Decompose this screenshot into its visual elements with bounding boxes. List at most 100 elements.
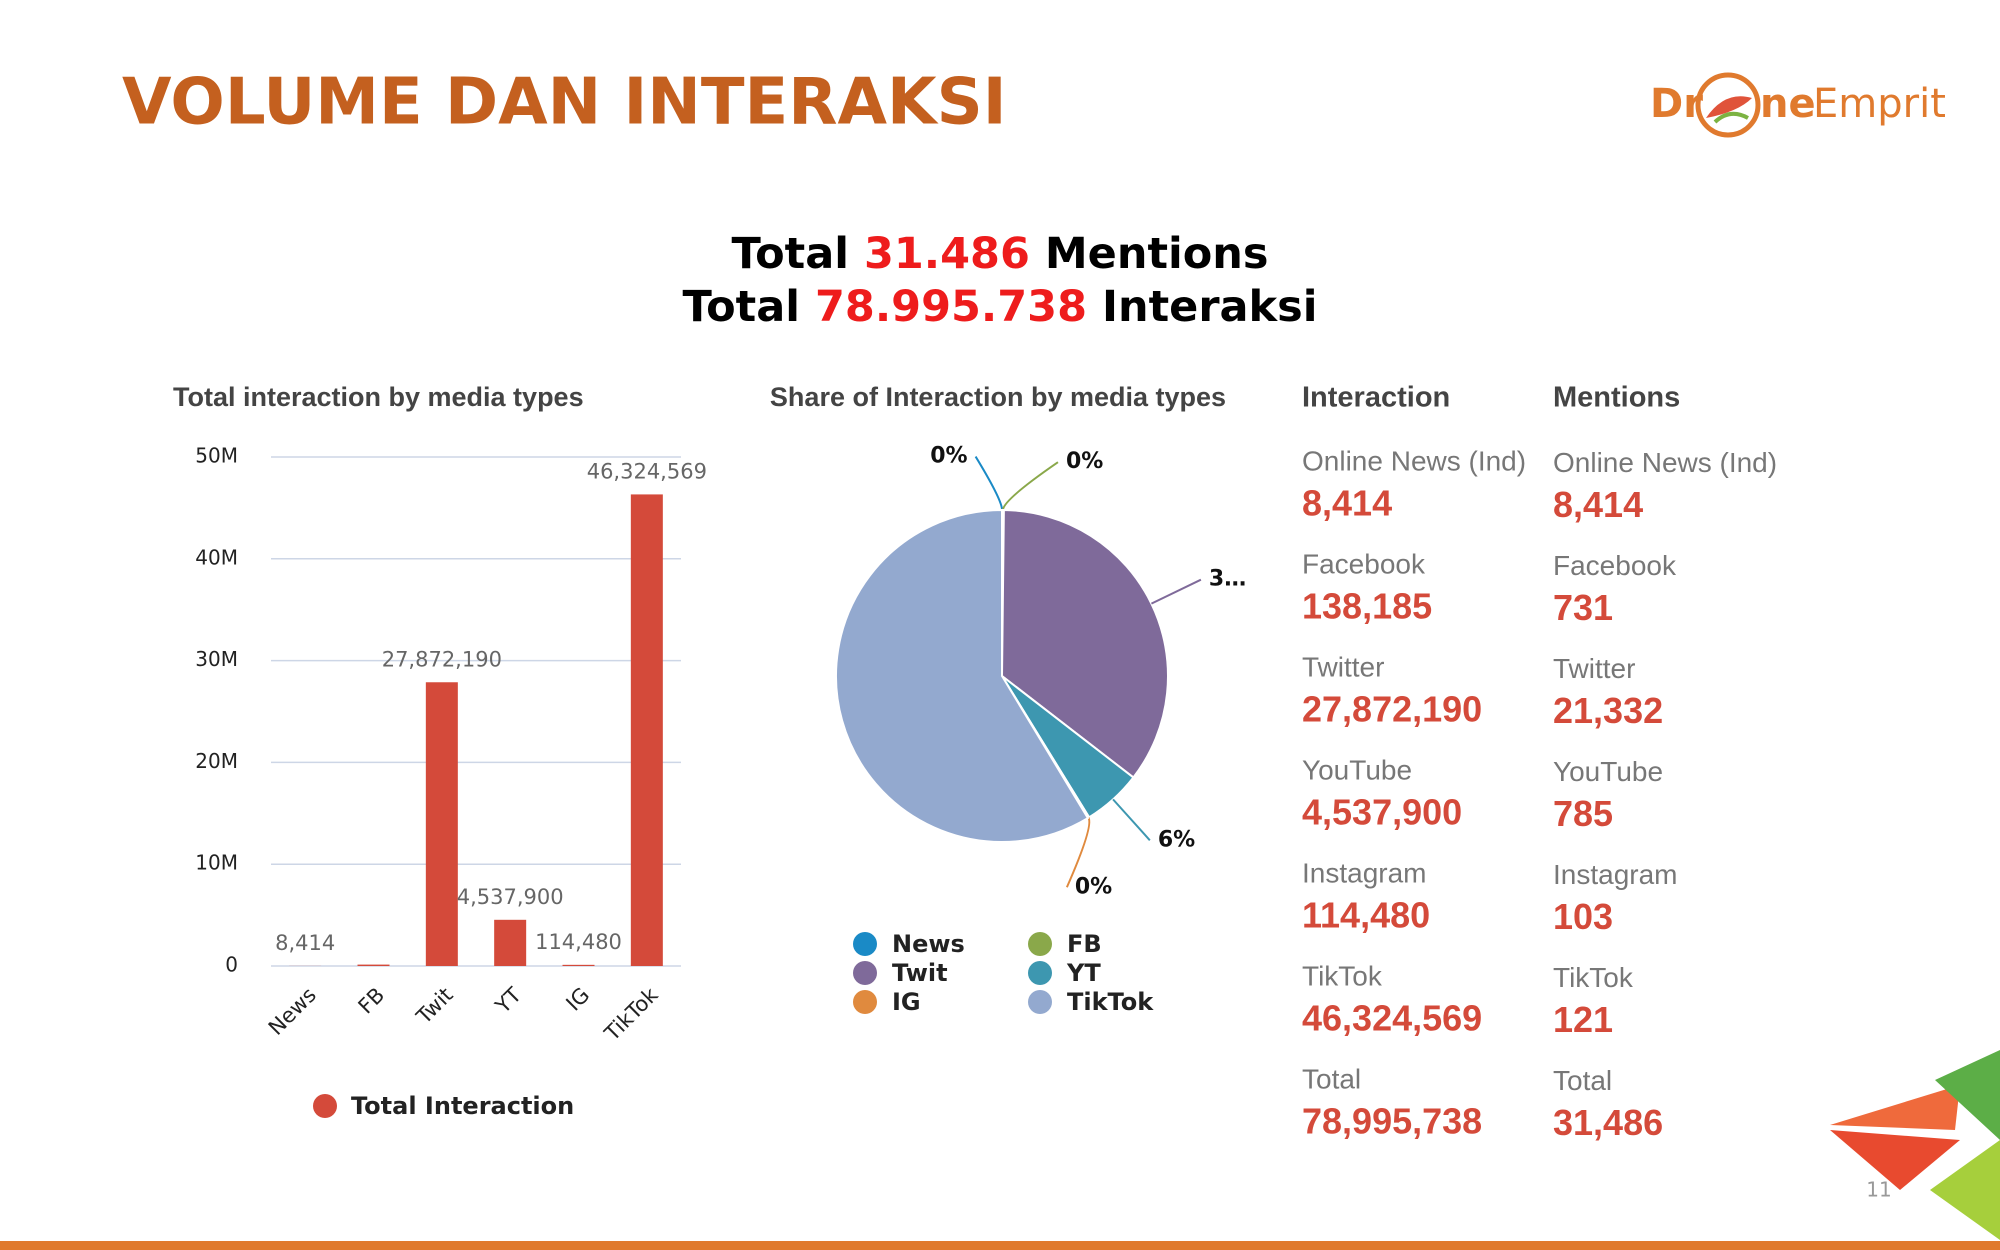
- headline-number: 31.486: [864, 229, 1030, 279]
- leader-line: [1001, 461, 1059, 511]
- leader-line: [1065, 817, 1091, 888]
- row-label: Twitter: [1302, 651, 1384, 682]
- row-value: 121: [1553, 999, 1613, 1040]
- slide-title: VOLUME DAN INTERAKSI: [122, 66, 1007, 140]
- row-value: 78,995,738: [1302, 1101, 1482, 1142]
- legend-label: News: [892, 930, 965, 958]
- table-header: Mentions: [1553, 382, 1680, 414]
- data-label: 6%: [1158, 827, 1195, 852]
- deco-leaf: [1930, 1140, 2000, 1240]
- legend-label: FB: [1067, 930, 1102, 958]
- row-label: Online News (Ind): [1302, 445, 1526, 476]
- row-value: 27,872,190: [1302, 689, 1482, 730]
- x-tick-label: Twit: [411, 983, 457, 1029]
- legend-marker: [853, 990, 877, 1014]
- page-number: 11: [1866, 1178, 1891, 1202]
- y-tick-label: 40M: [195, 545, 238, 569]
- legend-label: Twit: [892, 959, 948, 987]
- legend-label: YT: [1066, 959, 1101, 987]
- row-label: Instagram: [1302, 857, 1427, 888]
- pie-slice: [835, 508, 1090, 843]
- headline-suffix: Interaksi: [1102, 282, 1317, 332]
- bar: [425, 682, 458, 966]
- y-tick-label: 50M: [195, 444, 238, 468]
- data-label: 3…: [1209, 567, 1246, 592]
- y-tick-label: 10M: [195, 851, 238, 875]
- table-header: Interaction: [1302, 382, 1450, 414]
- row-value: 138,185: [1302, 586, 1432, 627]
- data-label: 46,324,569: [587, 459, 707, 483]
- x-tick-label: News: [264, 983, 321, 1040]
- logo: Dr ne Emprit: [1650, 72, 1946, 138]
- data-label: 114,480: [535, 930, 622, 954]
- row-label: Instagram: [1553, 859, 1678, 890]
- headline-prefix: Total: [683, 282, 800, 332]
- leader-line: [1150, 578, 1202, 605]
- footer-bar: [0, 1241, 2000, 1250]
- headline-line: Total 78.995.738 Interaksi: [683, 282, 1318, 332]
- legend-marker: [313, 1094, 337, 1118]
- x-tick-label: YT: [490, 983, 526, 1019]
- row-label: TikTok: [1302, 960, 1383, 991]
- row-label: Facebook: [1553, 550, 1677, 581]
- headline: Total 31.486 Mentions Total 78.995.738 I…: [683, 229, 1318, 332]
- row-label: Twitter: [1553, 653, 1635, 684]
- deco-leaf: [1830, 1085, 1960, 1130]
- headline-suffix: Mentions: [1045, 229, 1269, 279]
- logo-ring: [1695, 72, 1761, 138]
- row-value: 103: [1553, 896, 1613, 937]
- row-label: Online News (Ind): [1553, 447, 1777, 478]
- headline-number: 78.995.738: [815, 282, 1087, 332]
- legend-label: TikTok: [1067, 988, 1154, 1016]
- logo-bird: [1706, 96, 1752, 118]
- pie-slice: [1000, 508, 1169, 779]
- y-tick-label: 20M: [195, 749, 238, 773]
- legend-marker: [853, 932, 877, 956]
- deco-leaf: [1935, 1050, 2000, 1140]
- legend-marker: [1028, 990, 1052, 1014]
- row-value: 8,414: [1553, 484, 1643, 525]
- logo-text-start: Dr: [1650, 81, 1703, 127]
- row-label: Facebook: [1302, 548, 1426, 579]
- chart-title: Total interaction by media types: [173, 382, 584, 412]
- legend-label: Total Interaction: [351, 1092, 574, 1120]
- y-tick-label: 30M: [195, 647, 238, 671]
- x-tick-label: IG: [561, 983, 594, 1016]
- row-value: 46,324,569: [1302, 998, 1482, 1039]
- decoration: [1830, 1050, 2000, 1240]
- row-value: 731: [1553, 587, 1613, 628]
- logo-text-end: Emprit: [1813, 81, 1946, 127]
- chart-title: Share of Interaction by media types: [770, 382, 1226, 412]
- data-label: 0%: [1075, 874, 1112, 899]
- data-label: 0%: [1066, 449, 1103, 474]
- row-label: Total: [1553, 1065, 1612, 1096]
- headline-prefix: Total: [732, 229, 849, 279]
- row-value: 114,480: [1302, 895, 1430, 936]
- data-label: 4,537,900: [457, 885, 564, 909]
- row-value: 21,332: [1553, 690, 1663, 731]
- data-label: 8,414: [275, 931, 335, 955]
- row-label: Total: [1302, 1063, 1361, 1094]
- legend-marker: [1028, 961, 1052, 985]
- legend-marker: [853, 961, 877, 985]
- data-label: 0%: [930, 444, 967, 469]
- deco-leaf: [1830, 1130, 1960, 1190]
- bar: [630, 494, 663, 966]
- bar: [494, 919, 527, 966]
- headline-line: Total 31.486 Mentions: [732, 229, 1269, 279]
- row-label: TikTok: [1553, 962, 1634, 993]
- x-tick-label: TikTok: [599, 982, 663, 1046]
- logo-leaf: [1713, 111, 1749, 124]
- x-tick-label: FB: [354, 983, 390, 1019]
- row-label: YouTube: [1553, 756, 1663, 787]
- logo-text-middle: ne: [1760, 81, 1816, 127]
- leader-line: [1112, 798, 1151, 841]
- bar: [357, 964, 390, 966]
- legend-marker: [1028, 932, 1052, 956]
- row-value: 4,537,900: [1302, 792, 1462, 833]
- row-value: 785: [1553, 793, 1613, 834]
- legend-label: IG: [892, 988, 921, 1016]
- y-tick-label: 0: [225, 953, 238, 977]
- row-label: YouTube: [1302, 754, 1412, 785]
